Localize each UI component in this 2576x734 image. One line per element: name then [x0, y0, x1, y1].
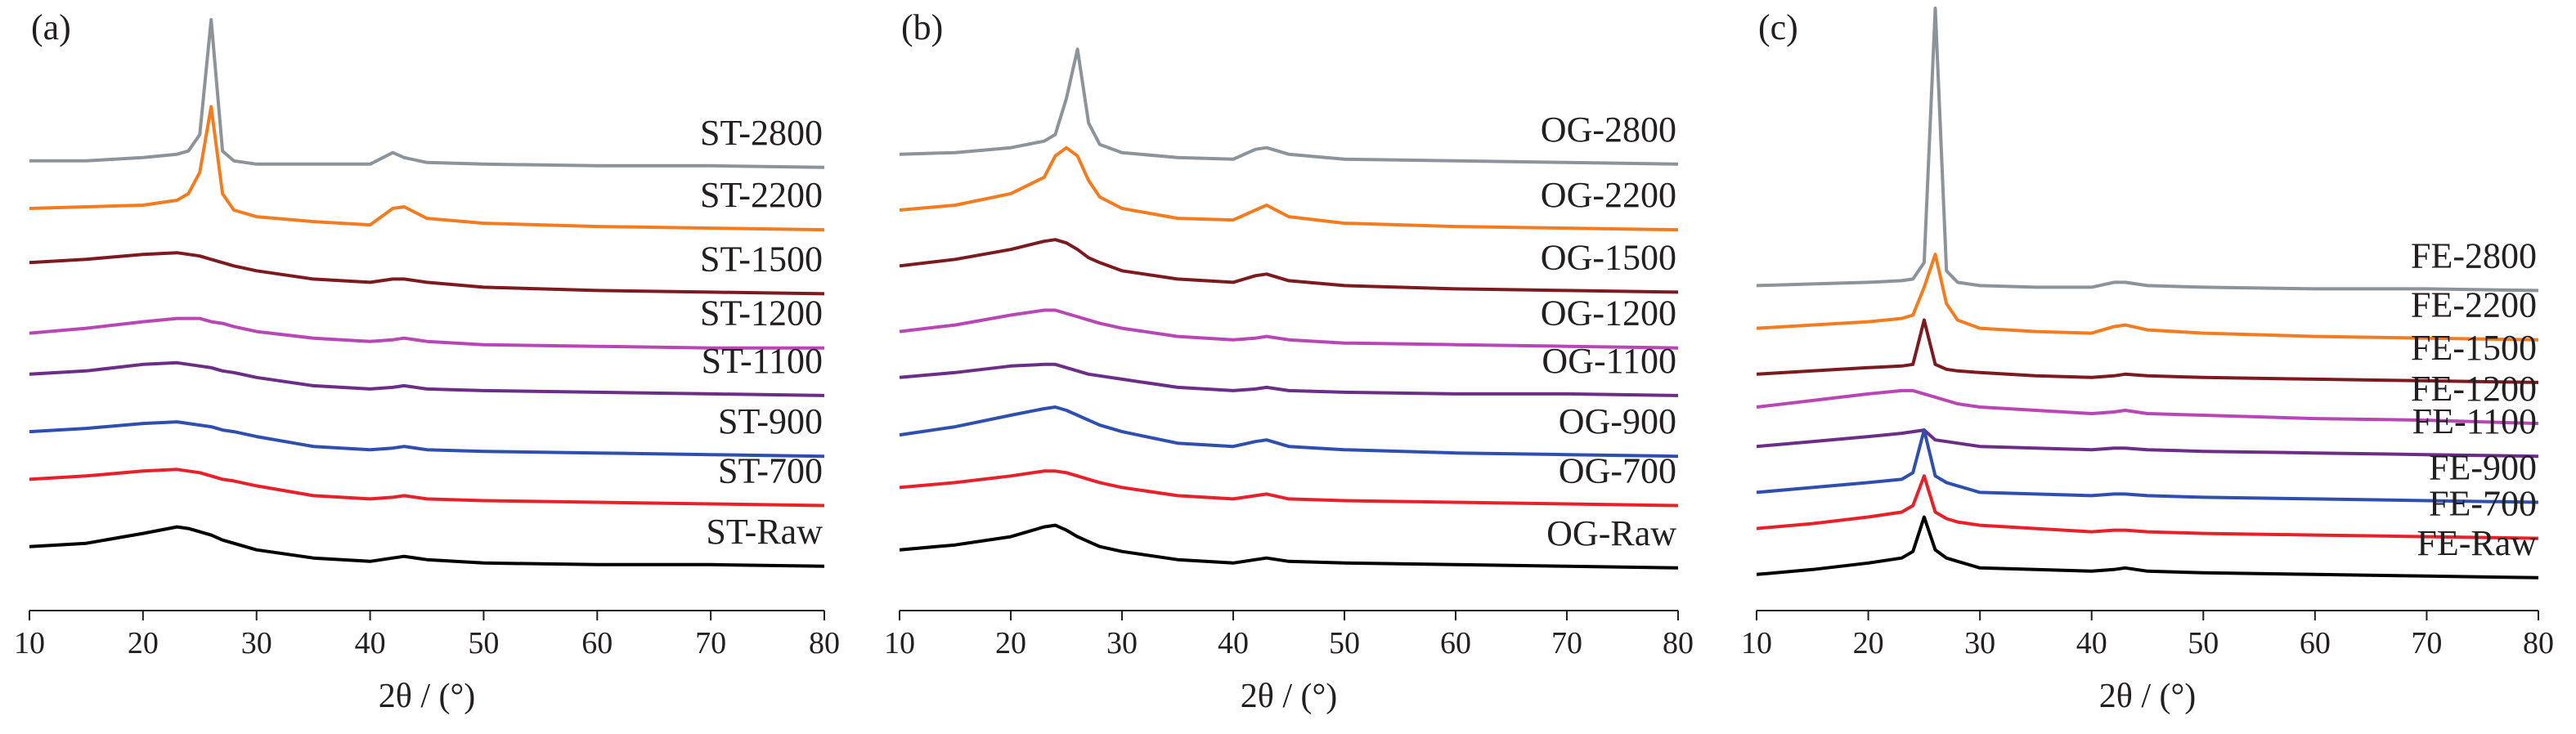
x-axis-label: 2θ / (°) [2099, 678, 2197, 715]
xrd-line [899, 523, 1679, 570]
xrd-line [1756, 388, 2539, 426]
series-label: ST-700 [718, 450, 823, 490]
x-tick-label: 60 [581, 626, 613, 660]
series-label: FE-1200 [2411, 369, 2537, 409]
x-tick-label: 80 [809, 626, 840, 660]
series-label: OG-700 [1559, 450, 1676, 490]
xrd-line [29, 251, 825, 296]
x-tick-label: 80 [1663, 626, 1694, 660]
xrd-line [1756, 253, 2539, 342]
series-label: FE-1100 [2412, 401, 2537, 441]
x-tick-label: 70 [695, 626, 726, 660]
xrd-line [1756, 318, 2539, 384]
series-label: OG-1200 [1541, 293, 1676, 333]
series-label: ST-1200 [700, 293, 823, 333]
x-tick-label: 30 [1964, 626, 1995, 660]
xrd-line [29, 18, 825, 169]
x-tick-label: 10 [884, 626, 915, 660]
x-tick-label: 60 [2300, 626, 2331, 660]
x-tick-label: 20 [995, 626, 1026, 660]
series-label: ST-900 [718, 401, 823, 441]
xrd-line [899, 469, 1679, 508]
x-tick-label: 20 [1853, 626, 1884, 660]
panel-label: (b) [901, 7, 943, 47]
x-tick-label: 70 [1551, 626, 1582, 660]
x-tick-label: 50 [468, 626, 499, 660]
x-tick-label: 70 [2411, 626, 2442, 660]
series-label: ST-2200 [700, 175, 823, 215]
panel-label: (c) [1758, 7, 1798, 47]
x-tick-label: 80 [2523, 626, 2554, 660]
series-label: FE-1500 [2411, 328, 2537, 368]
series-label: FE-Raw [2417, 523, 2537, 563]
series-label: OG-2800 [1541, 110, 1676, 150]
xrd-line [1756, 7, 2539, 293]
xrd-line [899, 362, 1679, 397]
x-axis-label: 2θ / (°) [379, 678, 476, 715]
series-label: ST-1500 [700, 239, 823, 279]
xrd-line [899, 145, 1679, 232]
series-label: ST-1100 [702, 341, 823, 381]
x-tick-label: 40 [1218, 626, 1249, 660]
series-label: OG-2200 [1541, 175, 1676, 215]
x-tick-label: 30 [1106, 626, 1138, 660]
xrd-line [899, 47, 1679, 166]
xrd-line [29, 105, 825, 232]
xrd-line [1756, 428, 2539, 459]
series-label: FE-2800 [2411, 235, 2537, 275]
x-axis-label: 2θ / (°) [1241, 678, 1338, 715]
x-tick-label: 40 [2076, 626, 2107, 660]
xrd-line [1756, 515, 2539, 580]
series-label: ST-2800 [700, 113, 823, 153]
series-label: ST-Raw [706, 512, 823, 552]
x-tick-label: 60 [1440, 626, 1471, 660]
x-tick-label: 10 [14, 626, 45, 660]
series-label: FE-900 [2429, 447, 2537, 487]
series-label: OG-1100 [1542, 341, 1676, 381]
x-tick-label: 50 [1329, 626, 1360, 660]
xrd-line [29, 420, 825, 459]
xrd-line [1756, 428, 2539, 504]
series-label: FE-2200 [2411, 285, 2537, 325]
x-tick-label: 40 [355, 626, 386, 660]
xrd-line [899, 405, 1679, 459]
x-tick-label: 30 [241, 626, 272, 660]
xrd-line [1756, 474, 2539, 540]
series-label: OG-1500 [1541, 237, 1676, 277]
xrd-line [29, 316, 824, 350]
xrd-line [899, 238, 1679, 294]
x-tick-label: 50 [2188, 626, 2219, 660]
xrd-line [899, 308, 1679, 350]
x-tick-label: 20 [128, 626, 159, 660]
series-label: FE-700 [2429, 484, 2537, 524]
xrd-line [29, 468, 825, 508]
xrd-line [29, 360, 825, 397]
panel-label: (a) [31, 7, 71, 47]
xrd-line [29, 525, 825, 568]
x-tick-label: 10 [1741, 626, 1772, 660]
series-label: OG-900 [1559, 401, 1676, 441]
series-label: OG-Raw [1546, 513, 1676, 553]
